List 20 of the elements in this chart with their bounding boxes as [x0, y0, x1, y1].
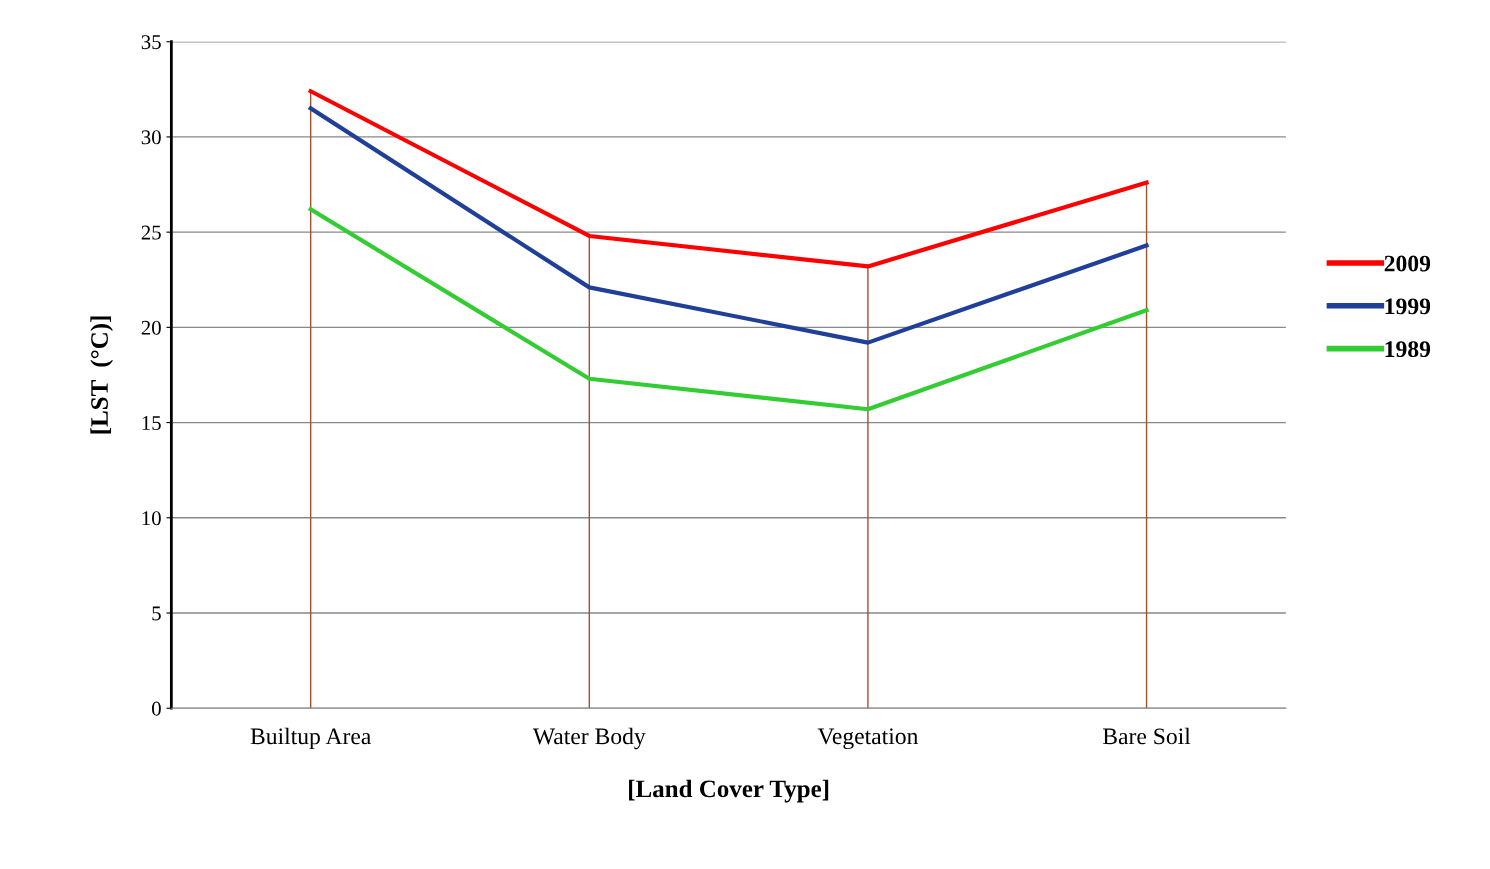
y-tick-label: 20 — [141, 320, 161, 335]
y-tick-label: 35 — [141, 35, 161, 50]
legend-label: 2009 — [1384, 255, 1431, 272]
y-tick-label: 10 — [142, 511, 161, 526]
x-tick-label: Vegetation — [817, 728, 919, 750]
legend-label: 1999 — [1385, 298, 1431, 315]
x-axis-title: [Land Cover Type] — [629, 779, 829, 803]
line-series — [308, 106, 1149, 345]
x-tick-label: Bare Soil — [1102, 727, 1191, 745]
y-tick-label: 5 — [152, 606, 161, 621]
y-tick-label: 30 — [141, 130, 161, 145]
y-axis-title: [LST (°C)] — [90, 316, 114, 434]
legend-label: 1989 — [1385, 341, 1431, 358]
x-tick-label: Water Body — [532, 727, 646, 750]
line-series — [308, 89, 1149, 269]
y-tick-label: 25 — [141, 225, 161, 240]
line-series — [308, 207, 1149, 412]
y-tick-label: 0 — [152, 701, 161, 716]
x-tick-label: Builtup Area — [250, 727, 371, 750]
y-tick-label: 15 — [142, 416, 161, 431]
